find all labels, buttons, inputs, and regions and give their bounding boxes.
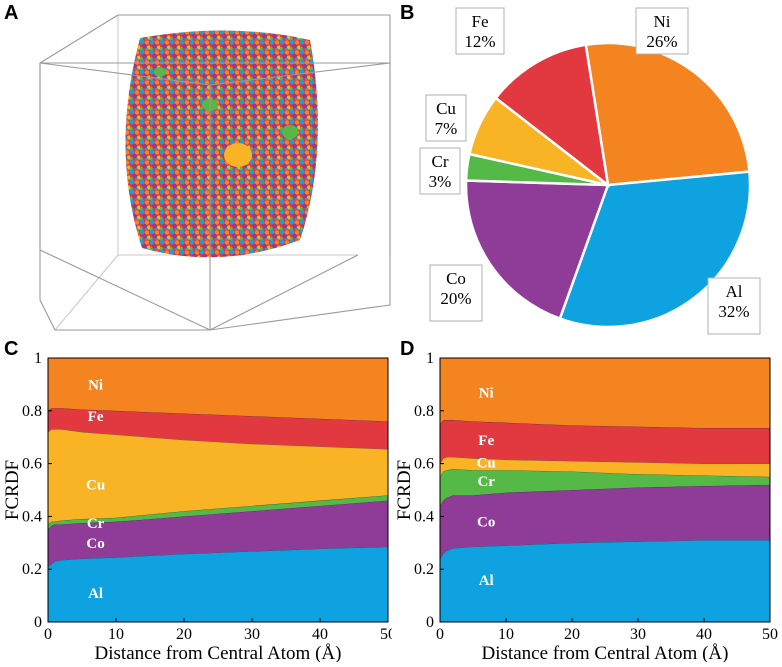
fcrdf-chart-c-panel: 0 10 20 30 40 50 0 0.2 0.4 0.6 0.8 1 Distance from C… <box>0 338 396 664</box>
pie-slice-ni <box>584 41 751 187</box>
area-band-co <box>48 500 388 567</box>
area-label-al: Al <box>479 573 494 589</box>
svg-text:32%: 32% <box>718 302 749 321</box>
x-tick-label: 10 <box>108 626 124 643</box>
area-label-fe: Fe <box>478 433 494 449</box>
composition-pie-panel: Ni 26% Al 32% Co 20% Cr 3% Cu 7% Fe 12% <box>400 0 782 340</box>
fcrdf-area-chart-d: 0 10 20 30 40 50 0 0.2 0.4 0.6 0.8 1 Distance from C… <box>394 350 778 664</box>
svg-text:3%: 3% <box>429 172 452 191</box>
x-tick-label: 50 <box>762 626 778 643</box>
area-boundary-co <box>439 484 771 507</box>
cr-cluster <box>282 125 298 139</box>
y-tick-label: 0.4 <box>414 508 434 525</box>
panel-label-a: A <box>4 2 19 24</box>
y-tick-label: 0.8 <box>414 403 434 420</box>
y-tick-label: 1 <box>426 350 434 367</box>
area-label-ni: Ni <box>88 377 103 393</box>
nanoparticle-render-panel <box>0 0 420 345</box>
wireframe-box-front <box>39 14 391 331</box>
area-band-co <box>440 484 770 559</box>
y-tick-label: 0.8 <box>22 403 42 420</box>
nanoparticle-body <box>125 30 318 258</box>
panel-label-c: C <box>4 338 19 360</box>
x-axis-label: Distance from Central Atom (Å) <box>95 643 342 662</box>
svg-text:Fe: Fe <box>472 12 489 31</box>
panel-label-d: D <box>400 338 415 360</box>
area-label-cu: Cu <box>86 478 105 494</box>
x-tick-label: 30 <box>244 626 260 643</box>
area-label-cr: Cr <box>477 474 495 490</box>
x-tick-label: 10 <box>498 626 514 643</box>
area-label-fe: Fe <box>88 409 104 425</box>
pie-label-cr: Cr3% <box>419 147 461 195</box>
plot-frame <box>47 357 389 623</box>
y-tick-label: 0 <box>34 614 42 631</box>
y-axis-label: FCRDF <box>2 460 23 520</box>
area-boundary-cu <box>439 456 770 464</box>
x-tick-label: 20 <box>564 626 580 643</box>
area-label-co: Co <box>86 536 104 552</box>
area-band-ni <box>440 358 770 428</box>
y-tick-label: 0.6 <box>22 456 42 473</box>
y-tick-label: 0 <box>426 614 434 631</box>
area-band-fe <box>440 420 770 464</box>
svg-text:Cu: Cu <box>436 99 456 118</box>
fcrdf-chart-d-panel: 0 10 20 30 40 50 0 0.2 0.4 0.6 0.8 1 Distance from C… <box>392 338 782 664</box>
area-band-cr <box>48 495 388 530</box>
x-axis-label: Distance from Central Atom (Å) <box>482 643 729 662</box>
x-tick-label: 50 <box>380 626 392 643</box>
svg-text:Co: Co <box>446 269 466 288</box>
x-tick-label: 40 <box>312 626 328 643</box>
area-band-cu <box>440 457 770 477</box>
plot-frame <box>439 357 771 623</box>
x-tick-label: 30 <box>630 626 646 643</box>
y-tick-label: 0.4 <box>22 508 42 525</box>
y-tick-label: 0.6 <box>414 456 434 473</box>
area-label-cr: Cr <box>87 516 105 532</box>
x-tick-label: 40 <box>696 626 712 643</box>
area-band-ni <box>48 358 388 422</box>
area-band-cu <box>48 429 388 525</box>
svg-text:Ni: Ni <box>654 12 671 31</box>
area-boundary-cr <box>439 468 771 478</box>
svg-text:20%: 20% <box>440 289 471 308</box>
x-tick-label: 20 <box>176 626 192 643</box>
area-label-al: Al <box>88 586 103 602</box>
area-band-cr <box>440 468 770 506</box>
area-band-al <box>440 540 770 622</box>
area-label-cu: Cu <box>477 455 496 471</box>
y-tick-label: 0.2 <box>414 561 434 578</box>
pie-slice-al <box>558 170 752 329</box>
fcrdf-area-chart-c: 0 10 20 30 40 50 0 0.2 0.4 0.6 0.8 1 Distance from C… <box>2 350 396 664</box>
y-tick-label: 0.2 <box>22 561 42 578</box>
svg-text:12%: 12% <box>464 32 495 51</box>
svg-text:Cr: Cr <box>432 152 449 171</box>
x-tick-label: 0 <box>436 626 444 643</box>
cu-cluster <box>224 143 252 167</box>
x-tick-label: 0 <box>44 626 52 643</box>
nanoparticle-render <box>39 14 391 331</box>
y-tick-label: 1 <box>34 350 42 367</box>
pie-slice-co <box>464 179 610 321</box>
pie-slice-fe <box>494 43 610 188</box>
y-axis-label: FCRDF <box>394 460 415 520</box>
svg-text:7%: 7% <box>435 119 458 138</box>
svg-text:26%: 26% <box>646 32 677 51</box>
area-band-al <box>48 546 388 622</box>
panel-label-b: B <box>400 2 415 24</box>
cr-cluster <box>154 67 166 77</box>
pie-label-cu: Cu7% <box>425 94 467 142</box>
area-label-co: Co <box>477 515 495 531</box>
area-label-ni: Ni <box>479 385 494 401</box>
svg-text:Al: Al <box>726 282 743 301</box>
